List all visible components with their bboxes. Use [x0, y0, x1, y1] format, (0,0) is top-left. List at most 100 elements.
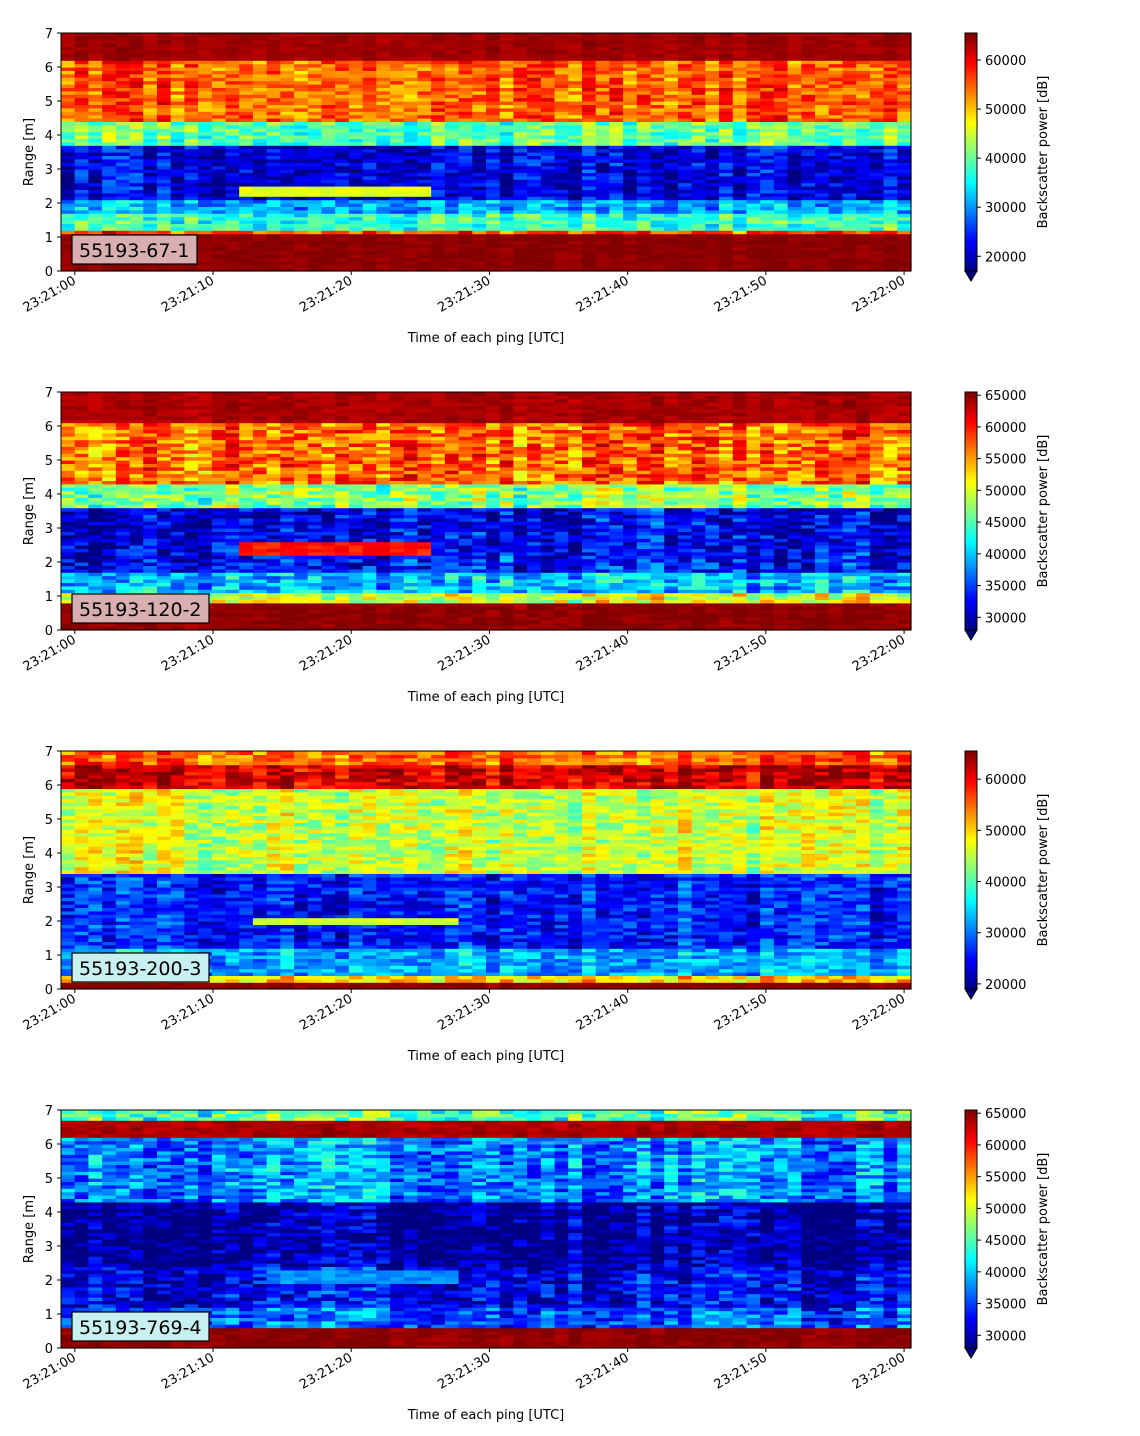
heatmap-cell: [828, 243, 844, 248]
heatmap-cell: [129, 175, 144, 180]
heatmap-cell: [129, 73, 144, 78]
heatmap-cell: [856, 33, 871, 37]
heatmap-cell: [239, 118, 254, 122]
heatmap-cell: [307, 70, 323, 75]
heatmap-cell: [458, 63, 473, 68]
heatmap-cell: [156, 267, 172, 272]
heatmap-cell: [499, 87, 515, 92]
heatmap-cell: [156, 203, 172, 207]
station-label: 55193-67-1: [79, 240, 189, 262]
heatmap-cell: [266, 220, 281, 224]
heatmap-cell: [198, 124, 213, 129]
heatmap-cell: [828, 209, 844, 214]
heatmap-cell: [143, 101, 158, 105]
heatmap-cell: [88, 230, 103, 235]
heatmap-cell: [581, 250, 597, 255]
heatmap-cell: [266, 247, 281, 252]
heatmap-cell: [595, 216, 610, 221]
heatmap-cell: [294, 223, 309, 228]
heatmap-cell: [198, 192, 213, 197]
heatmap-cell: [348, 247, 364, 252]
heatmap-cell: [403, 141, 419, 146]
heatmap-cell: [335, 250, 350, 255]
heatmap-cell: [431, 145, 446, 150]
heatmap-cell: [486, 60, 501, 65]
heatmap-cell: [431, 56, 446, 61]
heatmap-cell: [239, 203, 254, 207]
heatmap-cell: [184, 46, 199, 51]
heatmap-cell: [403, 107, 419, 112]
heatmap-cell: [540, 243, 556, 248]
heatmap-cell: [540, 233, 556, 238]
heatmap-cell: [472, 94, 487, 99]
heatmap-cell: [239, 233, 254, 238]
heatmap-cell: [431, 213, 446, 218]
heatmap-cell: [431, 203, 446, 207]
heatmap-cell: [595, 141, 610, 146]
heatmap-cell: [348, 104, 364, 109]
colorbar-tick-label: 60000: [985, 54, 1026, 69]
heatmap-cell: [225, 257, 240, 262]
heatmap-cell: [88, 90, 103, 95]
heatmap-cell: [198, 189, 213, 194]
heatmap-cell: [403, 46, 419, 51]
heatmap-cell: [198, 209, 213, 214]
heatmap-cell: [143, 175, 158, 180]
heatmap-cell: [184, 179, 199, 184]
heatmap-cell: [376, 155, 391, 160]
heatmap-cell: [266, 121, 281, 126]
heatmap-cell: [198, 196, 213, 201]
heatmap-cell: [499, 196, 515, 201]
heatmap-cell: [266, 152, 281, 156]
heatmap-cell: [294, 131, 309, 136]
heatmap-cell: [458, 175, 473, 180]
heatmap-cell: [266, 203, 281, 207]
heatmap-cell: [280, 196, 295, 201]
heatmap-cell: [239, 240, 254, 245]
heatmap-cell: [486, 182, 501, 187]
heatmap-cell: [143, 223, 158, 228]
heatmap-cell: [403, 90, 419, 95]
heatmap-cell: [458, 43, 473, 48]
heatmap-cell: [239, 107, 254, 112]
heatmap-cell: [431, 60, 446, 65]
heatmap-cell: [362, 206, 377, 211]
heatmap-cell: [623, 243, 638, 248]
heatmap-cell: [856, 199, 871, 204]
heatmap-cell: [88, 264, 103, 269]
heatmap-cell: [102, 97, 117, 102]
heatmap-cell: [225, 162, 240, 167]
heatmap-cell: [581, 182, 597, 187]
heatmap-cell: [348, 165, 364, 170]
heatmap-cell: [102, 392, 117, 396]
heatmap-cell: [294, 192, 309, 197]
heatmap-cell: [828, 216, 844, 221]
heatmap-cell: [198, 53, 213, 58]
heatmap-cell: [252, 70, 268, 75]
heatmap-cell: [74, 80, 90, 85]
heatmap-cell: [636, 131, 652, 136]
heatmap-cell: [828, 199, 844, 204]
heatmap-cell: [842, 199, 857, 204]
heatmap-cell: [513, 192, 528, 197]
heatmap-cell: [828, 158, 844, 163]
heatmap-cell: [472, 250, 487, 255]
heatmap-cell: [280, 50, 295, 54]
heatmap-cell: [856, 148, 871, 153]
heatmap-cell: [486, 213, 501, 218]
heatmap-cell: [143, 199, 158, 204]
heatmap-cell: [417, 56, 432, 61]
heatmap-cell: [897, 243, 912, 248]
heatmap-cell: [472, 77, 487, 82]
heatmap-cell: [335, 90, 350, 95]
heatmap-cell: [61, 148, 76, 153]
heatmap-cell: [390, 94, 405, 99]
heatmap-cell: [321, 243, 336, 248]
heatmap-cell: [211, 196, 227, 201]
heatmap-cell: [417, 209, 432, 214]
heatmap-cell: [211, 70, 227, 75]
heatmap-cell: [348, 87, 364, 92]
heatmap-cell: [417, 182, 432, 187]
heatmap-cell: [280, 267, 295, 272]
heatmap-cell: [403, 104, 419, 109]
